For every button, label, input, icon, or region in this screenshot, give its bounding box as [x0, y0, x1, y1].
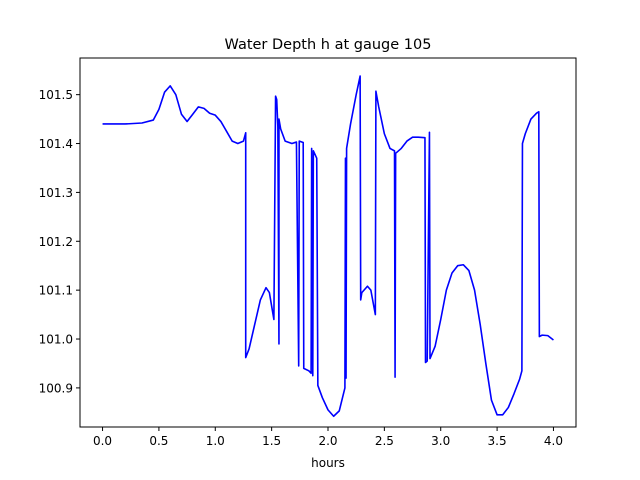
series-line-0	[102, 75, 554, 418]
x-tick-label: 1.0	[206, 434, 225, 448]
x-axis-ticks: 0.0 0.5 1.0 1.5 2.0 2.5 3.0 3.5 4.0	[93, 427, 563, 448]
x-tick-label: 2.0	[318, 434, 337, 448]
x-tick-label: 3.0	[431, 434, 450, 448]
y-tick-label: 101.3	[39, 186, 73, 200]
axes-frame	[79, 57, 577, 428]
y-tick-label: 101.2	[39, 235, 73, 249]
y-tick-label: 101.4	[39, 137, 73, 151]
y-tick-label: 101.0	[39, 333, 73, 347]
x-tick-label: 0.0	[93, 434, 112, 448]
x-tick-label: 0.5	[149, 434, 168, 448]
y-tick-label: 100.9	[39, 381, 73, 395]
x-tick-label: 1.5	[262, 434, 281, 448]
x-tick-label: 2.5	[375, 434, 394, 448]
plot-area	[79, 57, 577, 428]
x-axis-label: hours	[311, 456, 345, 470]
x-tick-label: 4.0	[544, 434, 563, 448]
chart-title: Water Depth h at gauge 105	[225, 37, 432, 53]
y-axis-ticks: 100.9 101.0 101.1 101.2 101.3 101.4 101.5	[39, 88, 80, 395]
y-tick-label: 101.1	[39, 284, 73, 298]
x-tick-label: 3.5	[488, 434, 507, 448]
y-tick-label: 101.5	[39, 88, 73, 102]
